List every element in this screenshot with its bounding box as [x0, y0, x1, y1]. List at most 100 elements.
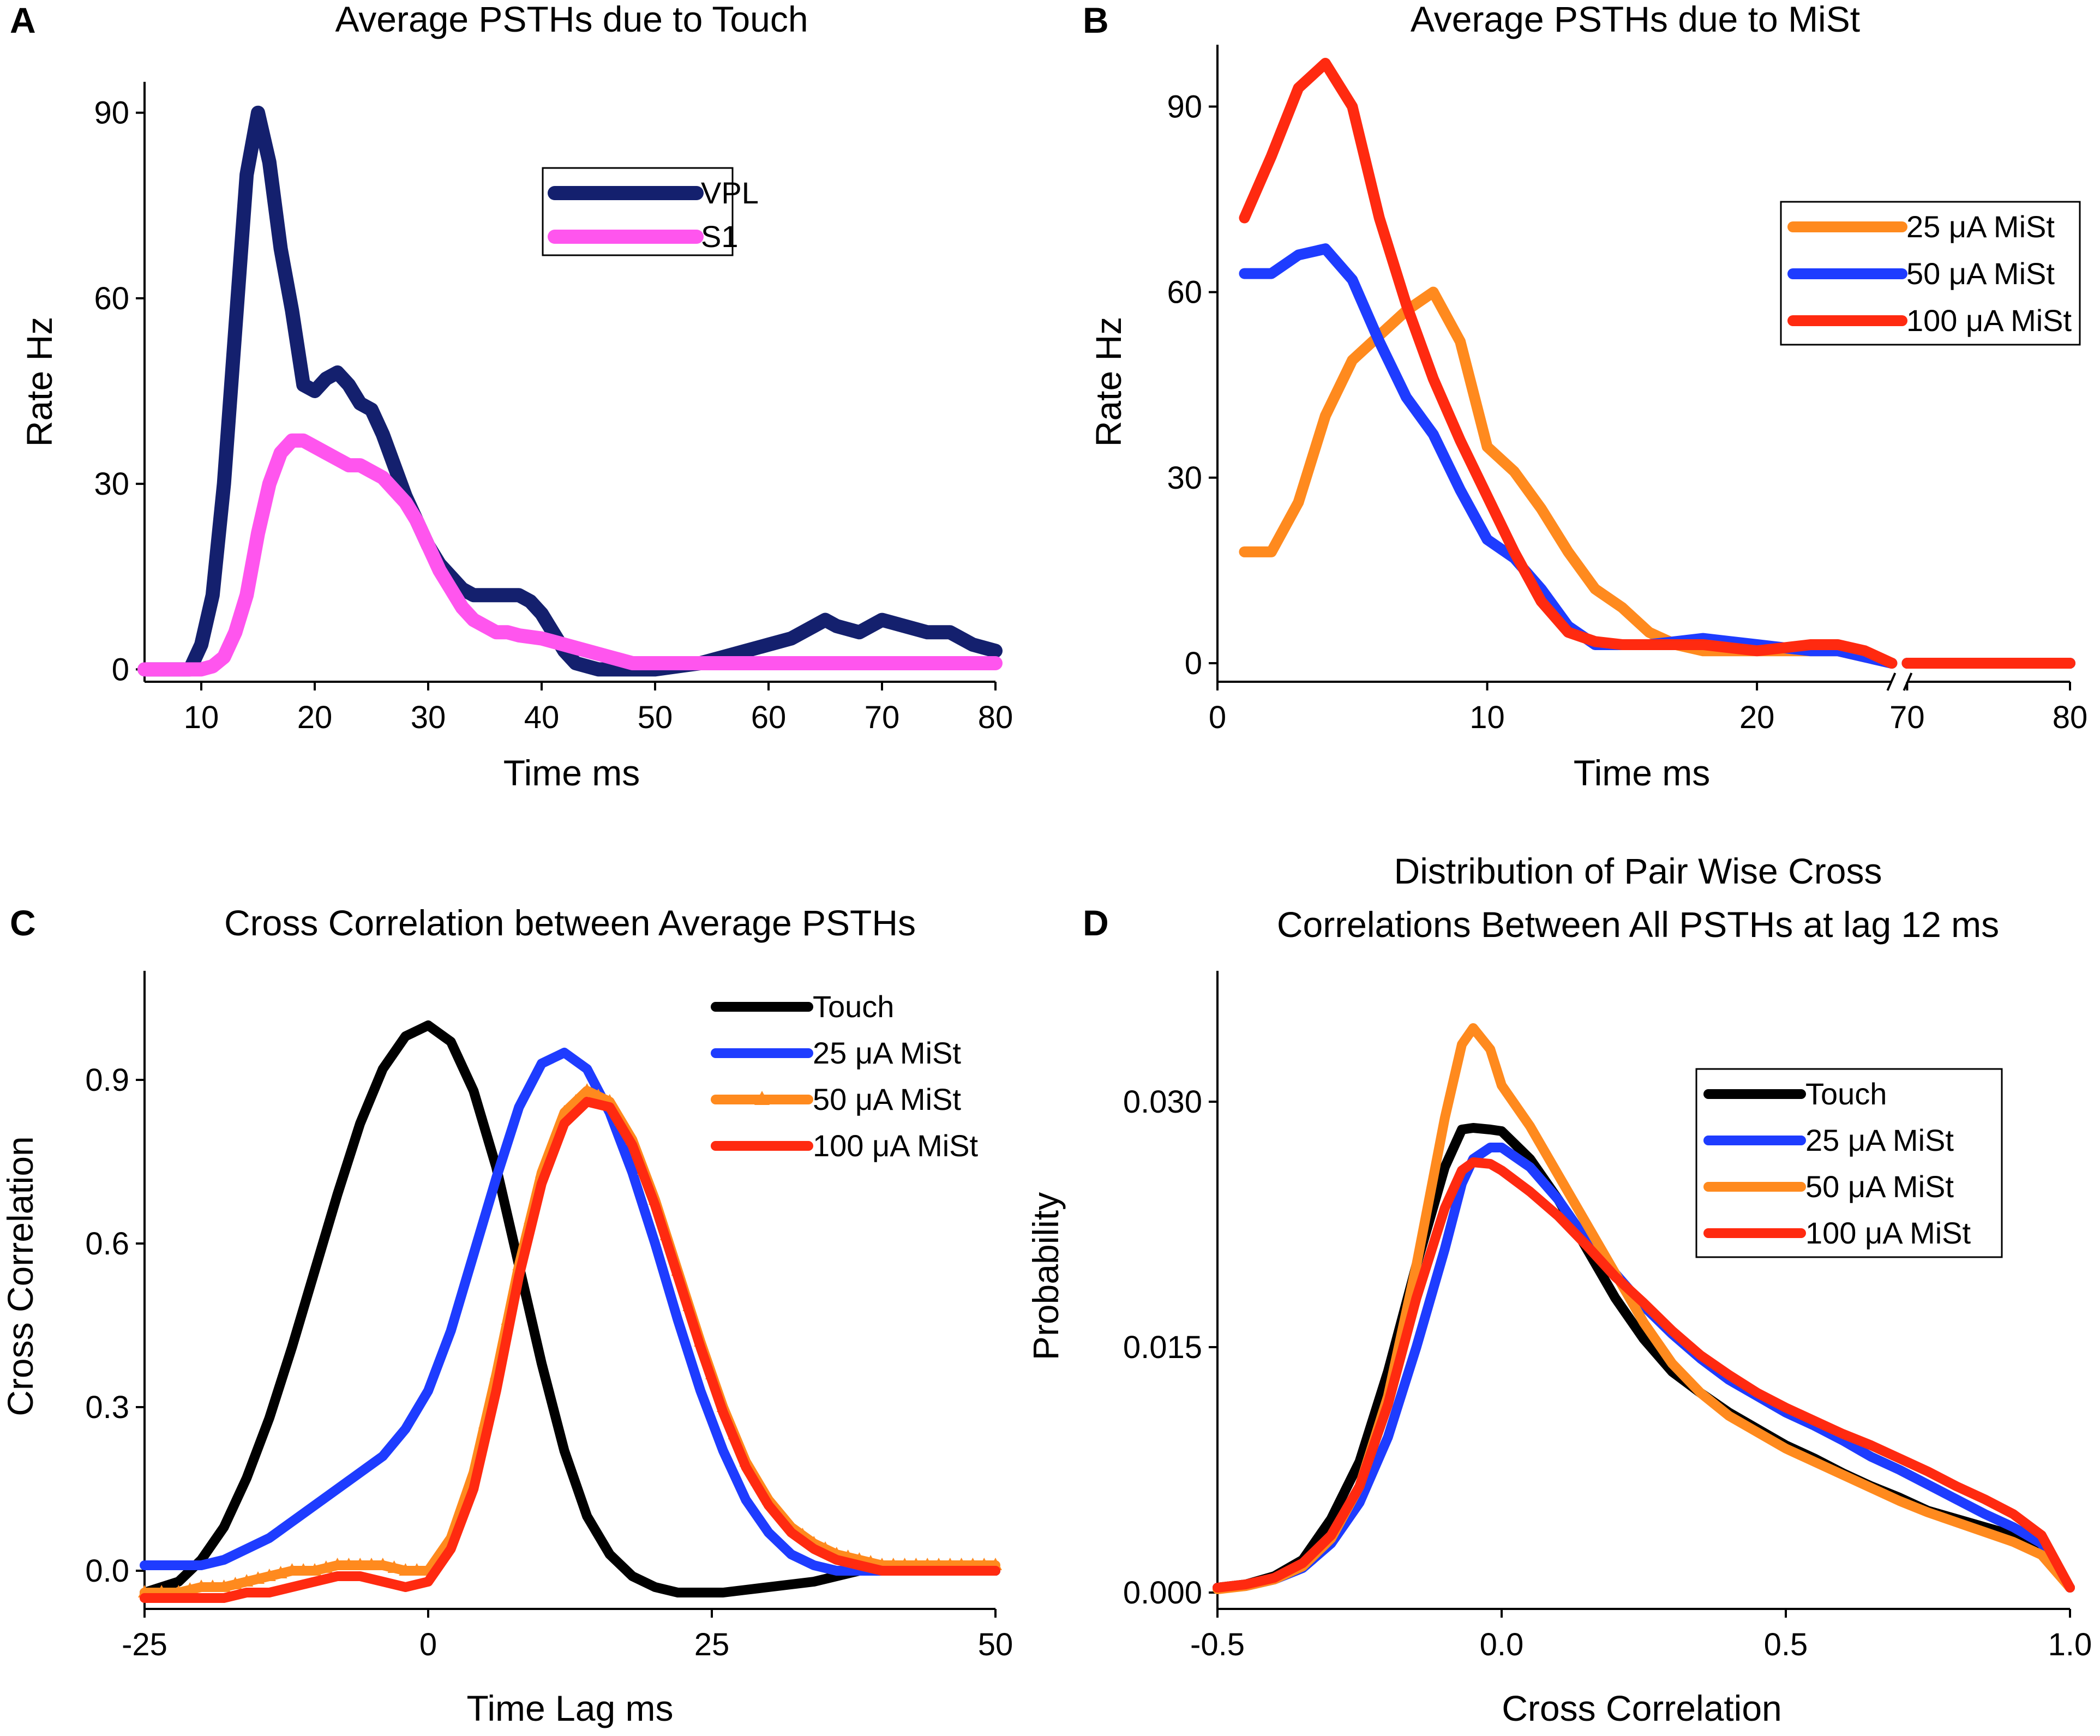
x-tick-label: 50: [978, 1627, 1013, 1662]
panel-a-ylabel: Rate Hz: [19, 317, 59, 447]
series-marker-50-a-mist: [410, 1563, 424, 1576]
panel-c-title: Cross Correlation between Average PSTHs: [224, 903, 916, 943]
x-tick-label: 30: [411, 700, 446, 735]
legend-label-25-a-mist: 25 μA MiSt: [813, 1036, 961, 1070]
panel-d-plot: -0.5 0.0 0.5 1.0 0.000 0.015 0.030 Touch 25 μA M…: [1123, 971, 2092, 1662]
y-tick-label: 0: [1185, 646, 1202, 681]
series-marker-50-a-mist: [274, 1566, 287, 1578]
legend: Touch 25 μA MiSt 50 μA MiSt 100 μA MiSt: [1695, 1068, 2003, 1258]
x-tick-label: 60: [751, 700, 787, 735]
legend: 25 μA MiSt 50 μA MiSt 100 μA MiSt: [1780, 201, 2081, 346]
x-tick-label: 80: [978, 700, 1013, 735]
series-marker-50-a-mist: [387, 1560, 401, 1573]
series-marker-50-a-mist: [399, 1563, 412, 1576]
legend: Touch 25 μA MiSt 50 μA MiSt 100 μA MiSt: [711, 989, 979, 1163]
x-tick-label: 70: [865, 700, 900, 735]
x-tick-label: 0: [419, 1627, 437, 1662]
panel-d-letter: D: [1083, 903, 1109, 943]
panel-b-title: Average PSTHs due to MiSt: [1411, 0, 1860, 39]
x-tick-label: 25: [694, 1627, 730, 1662]
series-line-25-a-mist: [1239, 286, 1898, 669]
panel-d-xlabel: Cross Correlation: [1502, 1688, 1782, 1728]
panel-a: A Average PSTHs due to Touch 10 20 30 40 50 6…: [10, 0, 1013, 793]
series-marker-50-a-mist: [331, 1558, 344, 1570]
y-tick-label: 0.9: [85, 1062, 129, 1098]
panel-c-xlabel: Time Lag ms: [467, 1688, 674, 1728]
x-tick-label: -0.5: [1190, 1627, 1245, 1662]
legend-label-touch: Touch: [1805, 1077, 1887, 1111]
panel-c-ylabel: Cross Correlation: [0, 1136, 40, 1416]
series-marker-50-a-mist: [297, 1563, 310, 1576]
series-marker-50-a-mist: [183, 1582, 197, 1595]
x-tick-label: 10: [1469, 700, 1505, 735]
x-tick-label: 0.0: [1480, 1627, 1524, 1662]
panel-c-letter: C: [10, 903, 36, 943]
panel-a-title: Average PSTHs due to Touch: [335, 0, 808, 39]
series-marker-50-a-mist: [353, 1558, 367, 1570]
x-tick-label: 80: [2053, 700, 2088, 735]
panel-d-title-line-1: Distribution of Pair Wise Cross: [1394, 851, 1882, 891]
series-marker-50-a-mist: [195, 1579, 208, 1592]
panel-d: D Distribution of Pair Wise Cross Correl…: [1025, 851, 2092, 1728]
legend-label-50-a-mist: 50 μA MiSt: [813, 1082, 961, 1116]
panel-a-xlabel: Time ms: [503, 753, 640, 793]
x-tick-label: 0: [1209, 700, 1226, 735]
legend-label-50-a-mist: 50 μA MiSt: [1906, 256, 2055, 291]
series-marker-50-a-mist: [285, 1563, 299, 1576]
y-tick-label: 60: [1167, 275, 1202, 310]
y-tick-label: 30: [1167, 460, 1202, 496]
series-marker-50-a-mist: [376, 1558, 389, 1570]
y-tick-label: 0: [112, 652, 129, 687]
series-marker-50-a-mist: [217, 1579, 231, 1592]
y-tick-label: 0.3: [85, 1390, 129, 1425]
legend-marker-50-a-mist: [754, 1091, 770, 1105]
x-tick-label: 70: [1889, 700, 1925, 735]
series-marker-50-a-mist: [592, 1089, 605, 1101]
x-tick-label: -25: [122, 1627, 167, 1662]
series-marker-50-a-mist: [240, 1574, 254, 1587]
legend: VPL S1: [542, 167, 759, 256]
series-marker-50-a-mist: [251, 1571, 265, 1584]
legend-box: [1695, 1068, 2003, 1258]
series-marker-50-a-mist: [342, 1558, 356, 1570]
legend-label-50-a-mist: 50 μA MiSt: [1805, 1169, 1954, 1204]
panel-a-letter: A: [10, 0, 36, 40]
legend-label-25-a-mist: 25 μA MiSt: [1805, 1123, 1954, 1157]
x-tick-label: 20: [1739, 700, 1775, 735]
panel-b-xlabel: Time ms: [1574, 753, 1711, 793]
y-tick-label: 90: [1167, 89, 1202, 124]
series-line-100-a-mist: [1213, 1157, 2075, 1593]
x-tick-label: 50: [638, 700, 673, 735]
panel-a-plot: 10 20 30 40 50 60 70 80 0 30 60 90 VPL S1: [94, 82, 1013, 735]
y-tick-label: 30: [94, 466, 129, 502]
series-line-25-a-mist: [140, 1048, 1000, 1576]
y-tick-label: 0.015: [1123, 1330, 1202, 1365]
x-tick-label: 40: [524, 700, 560, 735]
legend-label-s1: S1: [701, 219, 739, 254]
x-tick-label: 0.5: [1764, 1627, 1808, 1662]
panel-d-title-line-2: Correlations Between All PSTHs at lag 12…: [1277, 904, 1999, 945]
series-marker-50-a-mist: [580, 1083, 594, 1096]
series-line-vpl: [137, 105, 1003, 677]
y-tick-label: 0.030: [1123, 1084, 1202, 1120]
y-tick-label: 0.6: [85, 1226, 129, 1262]
x-tick-label: 20: [297, 700, 333, 735]
legend-label-25-a-mist: 25 μA MiSt: [1906, 209, 2055, 244]
series-line-s1: [137, 433, 1003, 677]
panel-b-plot: 0 10 20 70 80 0 30 60 90 25 μA MiSt 50 μA MiSt 100 …: [1167, 45, 2087, 735]
axis-break-mark: [1886, 672, 1897, 691]
series-marker-50-a-mist: [229, 1577, 242, 1589]
panel-d-ylabel: Probability: [1025, 1192, 1066, 1360]
legend-label-100-a-mist: 100 μA MiSt: [1906, 303, 2072, 338]
series-marker-50-a-mist: [365, 1558, 378, 1570]
panel-b-letter: B: [1083, 0, 1109, 40]
y-tick-label: 90: [94, 95, 129, 131]
legend-label-touch: Touch: [813, 989, 894, 1024]
y-tick-label: 60: [94, 281, 129, 316]
series-marker-50-a-mist: [262, 1569, 276, 1581]
panel-c: C Cross Correlation between Average PSTH…: [0, 903, 1013, 1728]
y-tick-label: 0.0: [85, 1553, 129, 1589]
panel-c-plot: -25 0 25 50 0.0 0.3 0.6 0.9 Touch 25 μA MiSt 50 μA…: [85, 971, 1013, 1662]
series-line-50-a-mist: [140, 1086, 1000, 1597]
